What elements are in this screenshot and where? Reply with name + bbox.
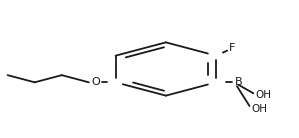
Text: F: F xyxy=(229,43,236,53)
Text: O: O xyxy=(91,77,100,87)
Text: OH: OH xyxy=(251,104,267,114)
Text: OH: OH xyxy=(256,90,272,100)
Text: B: B xyxy=(235,77,242,87)
